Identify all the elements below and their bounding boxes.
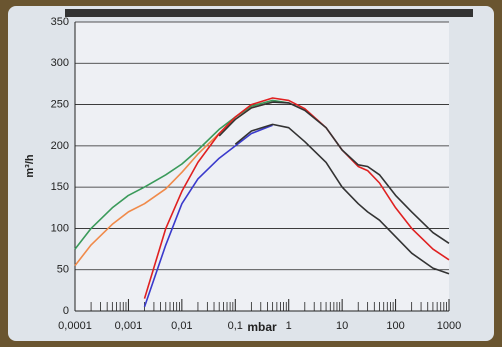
series-line (234, 123, 450, 275)
y-tick-label: 50 (57, 264, 69, 276)
y-tick-label: 300 (51, 57, 69, 69)
x-tick-label: 0,001 (115, 320, 143, 332)
y-axis-label: m³/h (24, 154, 36, 178)
series-line (143, 124, 273, 308)
y-tick-label: 100 (51, 222, 69, 234)
x-tick-label: 0,0001 (58, 320, 92, 332)
top-bar (65, 9, 473, 17)
y-tick-label: 0 (63, 305, 69, 317)
x-tick-label: 0,1 (228, 320, 243, 332)
x-tick-label: 1 (286, 320, 292, 332)
y-tick-label: 250 (51, 98, 69, 110)
x-tick-label: 1000 (437, 320, 461, 332)
y-tick-label: 200 (51, 140, 69, 152)
plot-area (75, 22, 449, 311)
series-line (218, 101, 450, 244)
x-tick-label: 10 (336, 320, 348, 332)
series-line (143, 97, 450, 299)
y-tick-label: 350 (51, 16, 69, 28)
x-tick-label: 100 (386, 320, 404, 332)
series-line (74, 99, 289, 250)
x-axis-label: mbar (247, 320, 277, 334)
x-tick-label: 0,01 (171, 320, 192, 332)
y-tick-label: 150 (51, 181, 69, 193)
